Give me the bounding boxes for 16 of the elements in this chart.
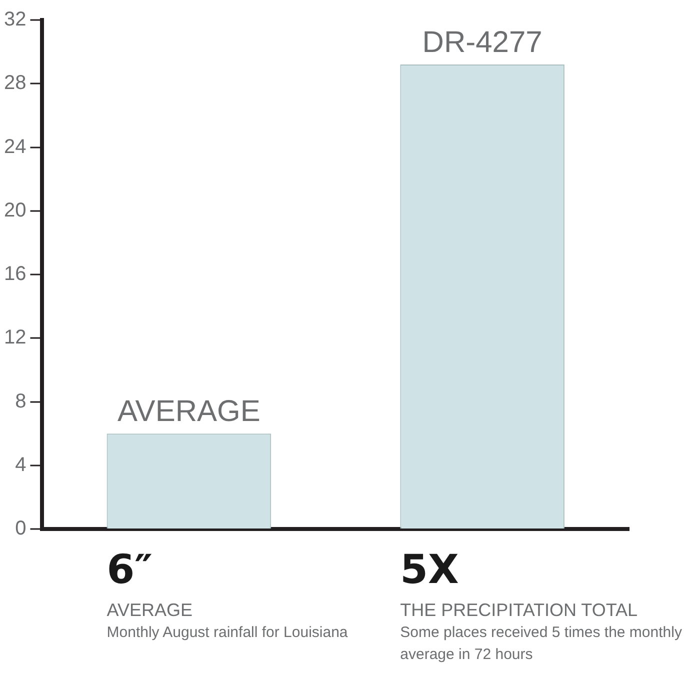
text: 6″ [106, 547, 152, 593]
y-tick-label: 4 [15, 454, 26, 476]
text: Monthly August rainfall for Louisiana [106, 623, 349, 643]
y-tick-label: 20 [4, 199, 26, 222]
y-tick-label: 32 [4, 8, 26, 31]
y-tick-label: 0 [15, 518, 26, 540]
y-tick-label: 8 [15, 390, 26, 412]
text: AVERAGE [106, 600, 192, 620]
y-tick-label: 16 [4, 263, 26, 286]
text: Some places received 5 times the monthly average in 72 hours [400, 623, 683, 665]
x-tick-label: DR-4277 [422, 26, 542, 59]
y-tick-label: 12 [4, 326, 26, 349]
y-tick-label: 28 [4, 72, 26, 94]
y-tick-label: 24 [4, 136, 26, 158]
text: THE PRECIPITATION TOTAL [400, 599, 639, 622]
text: 5X [400, 547, 460, 593]
